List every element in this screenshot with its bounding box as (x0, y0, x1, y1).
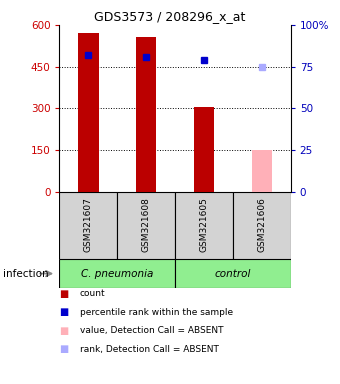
Bar (59, 192, 117, 259)
Text: value, Detection Call = ABSENT: value, Detection Call = ABSENT (80, 326, 223, 335)
Text: rank, Detection Call = ABSENT: rank, Detection Call = ABSENT (80, 344, 219, 354)
Bar (175, 259, 291, 288)
Bar (59, 259, 175, 288)
Bar (136, 38, 156, 192)
Text: ■: ■ (59, 307, 69, 317)
Bar (194, 107, 214, 192)
Text: GSM321607: GSM321607 (84, 197, 93, 252)
Text: ■: ■ (59, 326, 69, 336)
Text: control: control (215, 268, 251, 279)
Bar (233, 192, 291, 259)
Text: infection: infection (3, 268, 49, 279)
Text: C. pneumonia: C. pneumonia (81, 268, 153, 279)
Text: GDS3573 / 208296_x_at: GDS3573 / 208296_x_at (94, 10, 246, 23)
Bar (117, 192, 175, 259)
Text: count: count (80, 289, 105, 298)
Text: ■: ■ (59, 344, 69, 354)
Text: ■: ■ (59, 289, 69, 299)
Bar (78, 33, 99, 192)
Text: GSM321608: GSM321608 (142, 197, 151, 252)
Bar (252, 150, 272, 192)
Text: GSM321605: GSM321605 (200, 197, 208, 252)
Bar (175, 192, 233, 259)
Text: GSM321606: GSM321606 (257, 197, 266, 252)
Text: percentile rank within the sample: percentile rank within the sample (80, 308, 233, 317)
